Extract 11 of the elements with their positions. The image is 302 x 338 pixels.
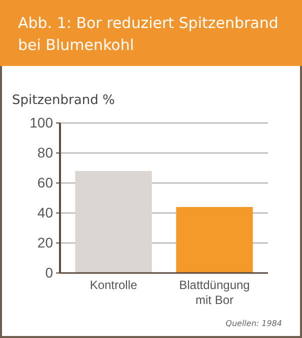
x-tick-label: Blattdüngung mit Bor: [179, 278, 250, 308]
source-note: Quellen: 1984: [226, 319, 282, 328]
y-tick-label: 40: [37, 204, 54, 220]
chart-title: Abb. 1: Bor reduziert Spitzenbrand bei Blumenkohl: [18, 14, 278, 54]
y-tick-label: 20: [37, 234, 54, 250]
y-tick-label: 80: [37, 144, 54, 160]
y-axis-title: Spitzenbrand %: [12, 93, 115, 108]
y-tick-label: 60: [37, 174, 54, 190]
y-tick-label: 100: [30, 114, 54, 130]
y-tick-label: 0: [45, 264, 54, 280]
x-tick-label: Kontrolle: [90, 278, 138, 292]
